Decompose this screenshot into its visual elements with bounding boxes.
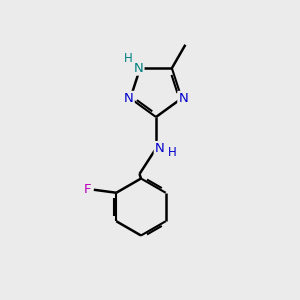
Text: N: N bbox=[178, 92, 188, 105]
Text: N: N bbox=[155, 142, 164, 155]
Text: H: H bbox=[124, 52, 133, 65]
Text: N: N bbox=[134, 62, 143, 75]
Text: F: F bbox=[84, 183, 92, 196]
Text: H: H bbox=[168, 146, 177, 159]
Text: N: N bbox=[124, 92, 134, 105]
